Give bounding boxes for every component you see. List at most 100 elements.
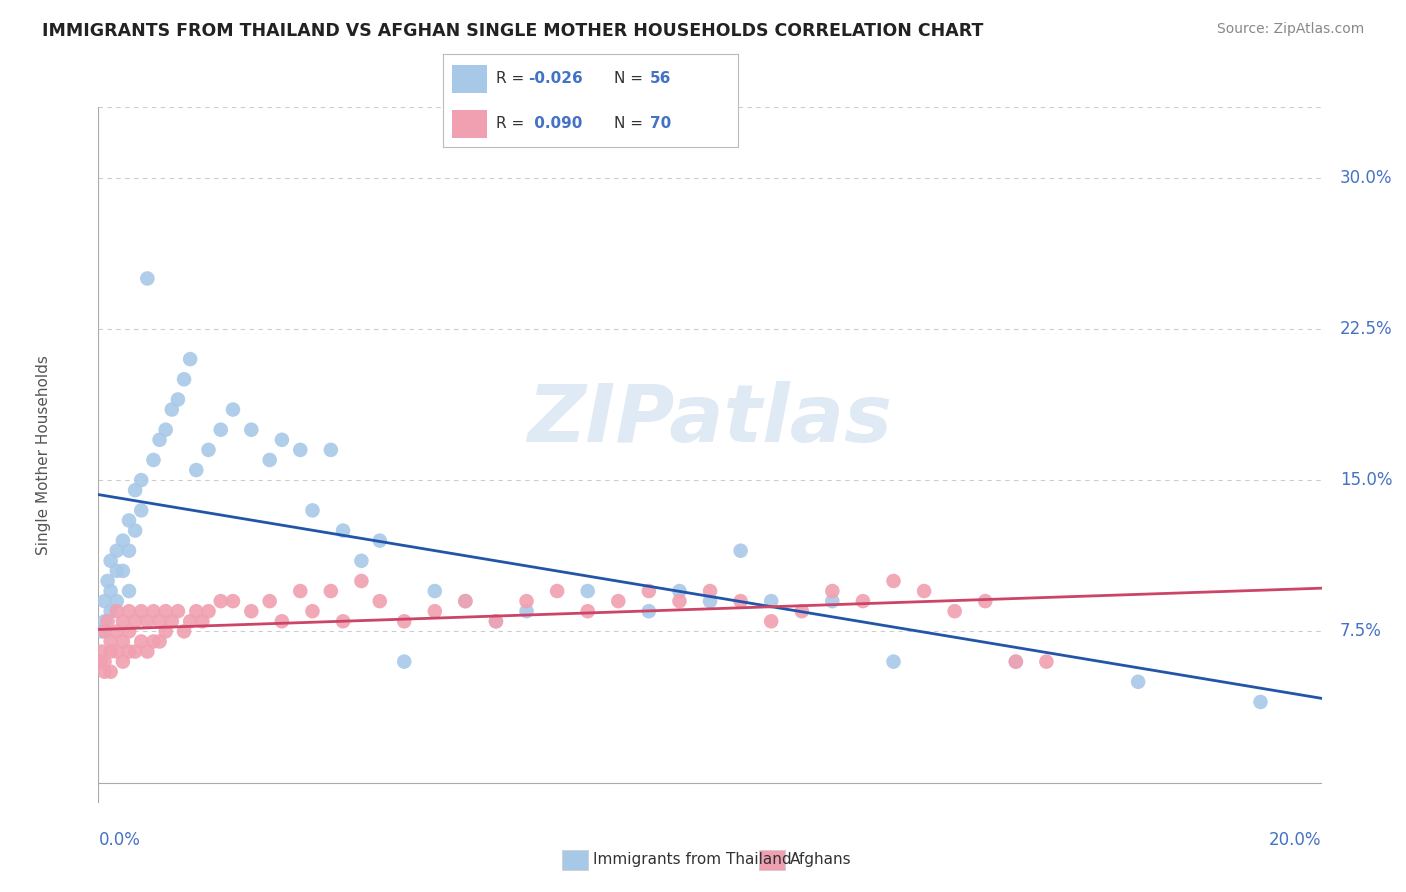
Point: [93, 624, 115, 639]
Point: [392, 615, 416, 629]
Point: [93, 615, 115, 629]
FancyBboxPatch shape: [451, 110, 486, 138]
Point: [129, 634, 152, 648]
Point: [136, 271, 159, 285]
Point: [668, 594, 690, 608]
Text: ZIPatlas: ZIPatlas: [527, 381, 893, 459]
FancyBboxPatch shape: [451, 65, 486, 93]
Point: [105, 594, 128, 608]
Point: [668, 584, 690, 599]
Point: [912, 584, 935, 599]
Point: [136, 615, 159, 629]
Point: [105, 543, 128, 558]
Point: [197, 604, 219, 618]
Point: [454, 594, 477, 608]
Point: [173, 372, 195, 386]
Point: [186, 604, 208, 618]
Point: [142, 604, 165, 618]
Point: [546, 584, 568, 599]
Point: [105, 644, 128, 658]
Point: [124, 483, 146, 498]
Point: [423, 584, 446, 599]
Point: [160, 402, 183, 417]
Text: 0.090: 0.090: [529, 116, 582, 131]
Point: [209, 423, 232, 437]
Point: [222, 402, 245, 417]
Point: [852, 594, 875, 608]
Point: [259, 594, 281, 608]
Point: [93, 655, 115, 669]
Point: [332, 615, 354, 629]
Point: [118, 543, 141, 558]
Point: [290, 442, 312, 457]
Point: [699, 584, 721, 599]
Point: [100, 665, 122, 679]
Text: Afghans: Afghans: [790, 853, 852, 867]
Point: [111, 533, 134, 548]
Point: [301, 604, 323, 618]
Point: [155, 604, 177, 618]
Text: Immigrants from Thailand: Immigrants from Thailand: [593, 853, 792, 867]
Point: [129, 604, 152, 618]
Point: [350, 554, 373, 568]
Point: [222, 594, 245, 608]
Text: Single Mother Households: Single Mother Households: [37, 355, 51, 555]
Point: [319, 584, 342, 599]
Point: [90, 624, 112, 639]
Point: [118, 624, 141, 639]
Point: [129, 473, 152, 487]
Point: [100, 644, 122, 658]
Point: [730, 594, 752, 608]
Point: [179, 615, 201, 629]
Point: [368, 533, 391, 548]
Text: N =: N =: [614, 71, 648, 87]
Point: [759, 594, 782, 608]
Point: [730, 543, 752, 558]
Point: [319, 442, 342, 457]
Point: [100, 634, 122, 648]
Text: 70: 70: [650, 116, 671, 131]
Point: [1035, 655, 1057, 669]
Point: [270, 433, 292, 447]
Point: [111, 564, 134, 578]
Point: [105, 564, 128, 578]
Point: [111, 615, 134, 629]
Point: [173, 624, 195, 639]
Point: [160, 615, 183, 629]
Point: [111, 655, 134, 669]
Text: R =: R =: [496, 71, 529, 87]
Point: [1249, 695, 1271, 709]
Point: [637, 604, 661, 618]
Point: [191, 615, 214, 629]
Point: [759, 615, 782, 629]
Point: [883, 574, 905, 588]
Text: R =: R =: [496, 116, 529, 131]
Point: [149, 634, 172, 648]
Text: 0.0%: 0.0%: [98, 830, 141, 848]
Point: [454, 594, 477, 608]
Point: [136, 644, 159, 658]
Point: [209, 594, 232, 608]
Point: [167, 604, 190, 618]
Text: 15.0%: 15.0%: [1340, 471, 1392, 489]
Point: [118, 513, 141, 527]
Text: 56: 56: [650, 71, 671, 87]
Point: [149, 433, 172, 447]
Point: [607, 594, 630, 608]
Point: [392, 655, 416, 669]
Point: [90, 644, 112, 658]
Point: [124, 644, 146, 658]
Point: [699, 594, 721, 608]
Point: [142, 634, 165, 648]
Text: Source: ZipAtlas.com: Source: ZipAtlas.com: [1216, 22, 1364, 37]
Point: [100, 554, 122, 568]
Point: [197, 442, 219, 457]
Point: [974, 594, 997, 608]
Text: N =: N =: [614, 116, 648, 131]
Point: [240, 604, 263, 618]
Point: [516, 594, 538, 608]
Text: -0.026: -0.026: [529, 71, 583, 87]
Point: [155, 423, 177, 437]
Point: [124, 524, 146, 538]
Point: [179, 352, 201, 367]
